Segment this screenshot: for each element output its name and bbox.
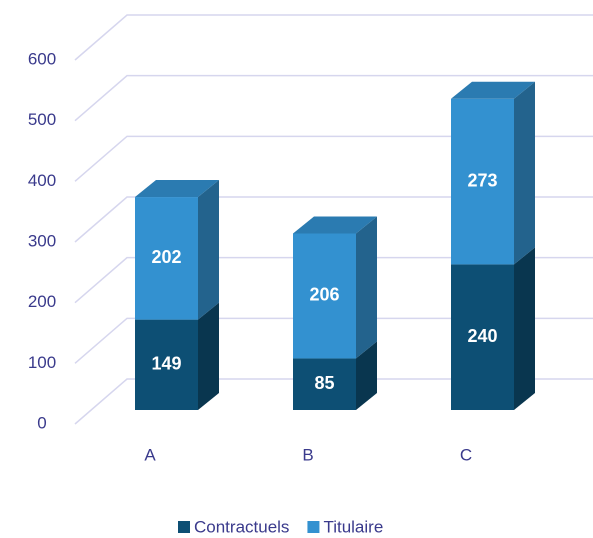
data-label: 149 xyxy=(151,354,181,374)
grid-line xyxy=(74,378,593,425)
legend-label: Titulaire xyxy=(323,517,383,536)
bar-side xyxy=(356,216,377,359)
legend-swatch xyxy=(307,521,320,533)
grid-line xyxy=(74,74,593,122)
y-tick-label: 300 xyxy=(28,231,56,250)
grid-line xyxy=(74,256,593,304)
bar-top xyxy=(135,180,219,198)
y-tick-label: 100 xyxy=(28,353,56,372)
grid-line xyxy=(74,14,593,61)
y-tick-label: 500 xyxy=(28,110,56,129)
bar xyxy=(451,264,514,410)
y-tick-label: 400 xyxy=(28,171,56,190)
bar-top xyxy=(293,216,377,234)
y-tick-label: 0 xyxy=(37,413,46,432)
grid-line xyxy=(74,317,593,364)
bar xyxy=(293,233,356,359)
bar-side xyxy=(356,341,377,410)
legend-swatch xyxy=(178,521,190,533)
y-tick-label: 200 xyxy=(28,292,56,311)
bar xyxy=(135,319,198,410)
data-label: 273 xyxy=(467,170,497,190)
grid-line xyxy=(74,135,593,182)
x-tick-label: C xyxy=(460,445,472,464)
bar xyxy=(135,197,198,320)
x-tick-label: B xyxy=(302,445,313,464)
bar-side xyxy=(198,180,219,320)
bar-side xyxy=(198,302,219,410)
bar-side xyxy=(514,81,535,265)
bar-top xyxy=(451,81,535,99)
data-label: 85 xyxy=(314,373,334,393)
bar-side xyxy=(514,247,535,410)
bar xyxy=(451,98,514,265)
data-label: 206 xyxy=(309,285,339,305)
bar xyxy=(293,358,356,410)
x-tick-label: A xyxy=(144,445,156,464)
y-tick-label: 600 xyxy=(28,49,56,68)
grid-line xyxy=(74,196,593,243)
data-label: 202 xyxy=(151,247,181,267)
legend-label: Contractuels xyxy=(194,517,289,536)
data-label: 240 xyxy=(467,326,497,346)
